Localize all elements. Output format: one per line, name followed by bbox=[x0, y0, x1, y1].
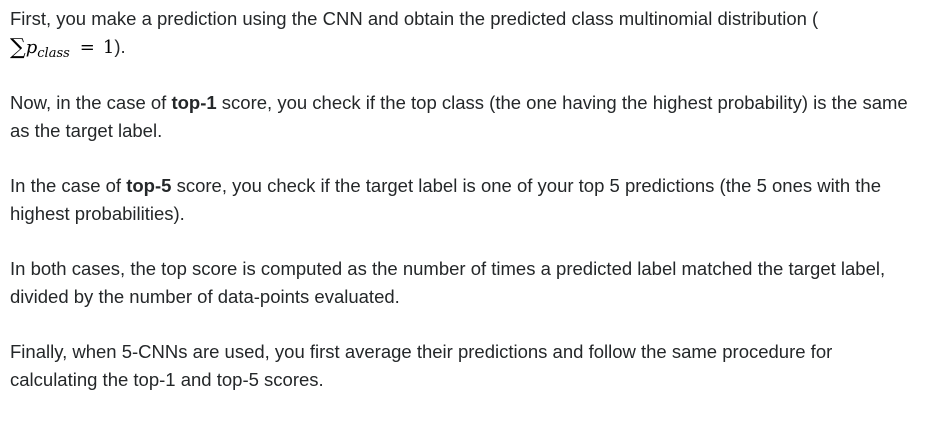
paragraph-ensemble: Finally, when 5-CNNs are used, you first… bbox=[10, 338, 915, 394]
paragraph-text: score, you check if the target label is … bbox=[10, 175, 882, 224]
formula-equals: = bbox=[79, 37, 95, 58]
paragraph-prediction: First, you make a prediction using the C… bbox=[10, 5, 915, 62]
paragraph-text: In both cases, the top score is computed… bbox=[10, 258, 886, 307]
paragraph-text: score, you check if the top class (the o… bbox=[10, 92, 908, 141]
paragraph-score-computation: In both cases, the top score is computed… bbox=[10, 255, 915, 311]
paragraph-top5: In the case of top-5 score, you check if… bbox=[10, 172, 915, 228]
paragraph-text: First, you make a prediction using the C… bbox=[10, 8, 819, 29]
bold-term-top1: top-1 bbox=[171, 92, 217, 113]
sum-symbol: ∑ bbox=[10, 35, 26, 60]
bold-term-top5: top-5 bbox=[126, 175, 172, 196]
paragraph-top1: Now, in the case of top-1 score, you che… bbox=[10, 89, 915, 145]
probability-sum-formula: ∑pclass = 1 bbox=[10, 35, 115, 61]
formula-value: 1 bbox=[102, 37, 115, 58]
formula-variable: p bbox=[25, 37, 38, 58]
formula-subscript: class bbox=[37, 46, 70, 61]
paragraph-text: Now, in the case of bbox=[10, 92, 172, 113]
answer-body: First, you make a prediction using the C… bbox=[10, 5, 915, 421]
paragraph-text-end: ). bbox=[114, 36, 126, 57]
paragraph-text: In the case of bbox=[10, 175, 127, 196]
paragraph-text: Finally, when 5-CNNs are used, you first… bbox=[10, 341, 833, 390]
